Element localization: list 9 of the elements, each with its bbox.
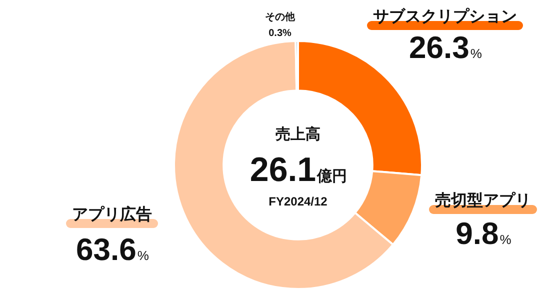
data-label: 0.3% (268, 28, 292, 39)
data-label: 26.3% (409, 30, 482, 65)
slice-label: その他 (265, 10, 296, 23)
text: 売上高 (276, 125, 320, 144)
text: FY2024/12 (268, 194, 328, 208)
data-label: 9.8% (456, 216, 512, 251)
data-label: 63.6% (76, 232, 150, 267)
text: 26.1億円 (250, 151, 348, 189)
slice-label: アプリ広告 (72, 204, 152, 224)
